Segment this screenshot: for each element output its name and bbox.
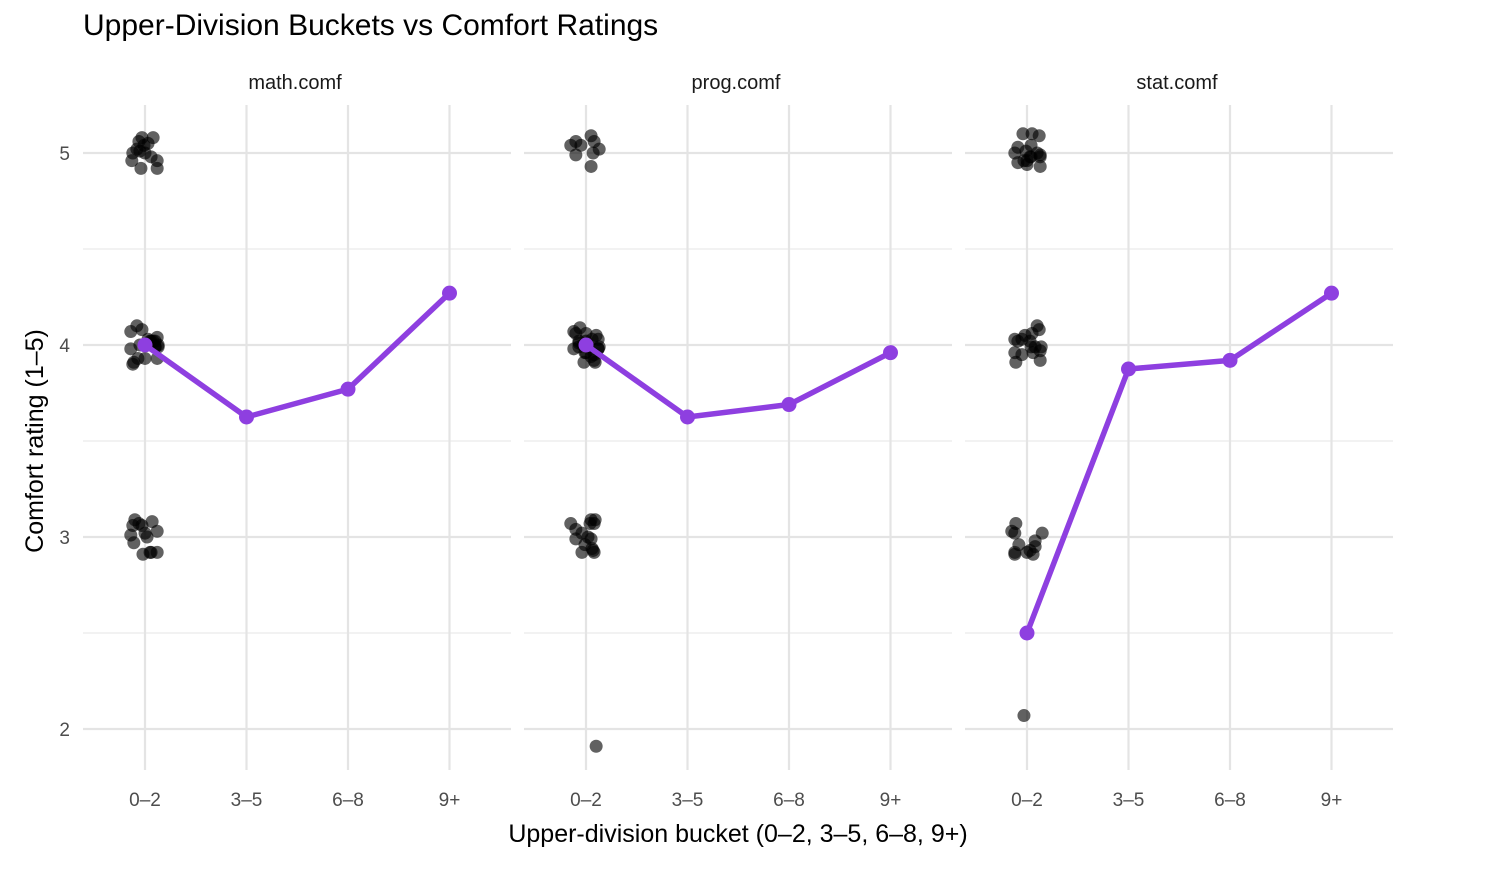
facet-panel-stat-comf: stat.comf 0–2 3–5 6–8 9+ bbox=[965, 72, 1393, 811]
data-point bbox=[1026, 346, 1040, 360]
data-point bbox=[141, 136, 155, 150]
data-point bbox=[589, 739, 603, 753]
x-tick-label: 3–5 bbox=[231, 790, 263, 811]
data-point bbox=[1025, 127, 1039, 141]
x-tick-label: 6–8 bbox=[773, 790, 805, 811]
data-point bbox=[134, 161, 148, 175]
mean-point bbox=[340, 381, 356, 397]
y-tick-label: 4 bbox=[59, 336, 70, 357]
mean-line bbox=[1024, 290, 1335, 636]
data-point bbox=[1008, 547, 1022, 561]
facet-panel-prog-comf: prog.comf 0–2 3–5 6–8 9+ bbox=[524, 72, 952, 811]
mean-point bbox=[781, 397, 797, 413]
mean-point bbox=[1222, 352, 1238, 368]
data-point bbox=[1032, 323, 1046, 337]
data-point bbox=[150, 154, 164, 168]
data-point bbox=[1008, 526, 1022, 540]
data-point bbox=[1026, 547, 1040, 561]
data-point bbox=[574, 138, 588, 152]
chart-title: Upper-Division Buckets vs Comfort Rating… bbox=[83, 9, 658, 42]
data-point bbox=[135, 323, 149, 337]
data-point bbox=[1009, 517, 1023, 531]
data-point bbox=[1016, 127, 1030, 141]
data-point bbox=[150, 330, 164, 344]
x-tick-label: 9+ bbox=[1321, 790, 1343, 811]
data-point bbox=[124, 325, 138, 339]
facet-label: prog.comf bbox=[692, 72, 781, 94]
mean-point bbox=[1324, 285, 1339, 301]
y-tick-label: 5 bbox=[59, 144, 70, 165]
x-tick-label: 0–2 bbox=[1011, 790, 1043, 811]
mean-point bbox=[578, 337, 594, 353]
facet-label: stat.comf bbox=[1136, 72, 1218, 94]
data-point bbox=[1033, 150, 1047, 164]
data-point bbox=[140, 530, 154, 544]
facet-label: math.comf bbox=[248, 72, 342, 94]
data-point bbox=[575, 526, 589, 540]
x-tick-label: 6–8 bbox=[1214, 790, 1246, 811]
data-point bbox=[150, 545, 164, 559]
data-point bbox=[588, 513, 602, 527]
y-tick-label: 2 bbox=[59, 720, 70, 741]
data-point bbox=[124, 342, 138, 356]
mean-line bbox=[142, 290, 453, 420]
data-point bbox=[145, 515, 159, 529]
x-tick-label: 9+ bbox=[439, 790, 461, 811]
x-tick-label: 3–5 bbox=[672, 790, 704, 811]
mean-point bbox=[680, 409, 695, 425]
mean-line bbox=[583, 342, 894, 420]
facet-panels: math.comf 0–2 3–5 6–8 9+ prog.comf 0–2 3–5 6–8 9+… bbox=[59, 72, 1393, 811]
x-tick-label: 9+ bbox=[880, 790, 902, 811]
x-axis-title: Upper-division bucket (0–2, 3–5, 6–8, 9+… bbox=[508, 820, 967, 848]
data-point bbox=[573, 321, 587, 335]
data-point bbox=[569, 148, 583, 162]
data-point bbox=[127, 536, 141, 550]
mean-point bbox=[137, 337, 153, 353]
data-point bbox=[1015, 348, 1029, 362]
mean-point bbox=[883, 345, 898, 361]
data-point bbox=[1017, 709, 1031, 723]
data-point bbox=[1033, 159, 1047, 173]
data-point bbox=[589, 328, 603, 342]
data-point bbox=[588, 355, 602, 369]
mean-point bbox=[239, 409, 254, 425]
data-point bbox=[133, 144, 147, 158]
y-tick-label: 3 bbox=[59, 528, 70, 549]
y-axis-title: Comfort rating (1–5) bbox=[21, 329, 49, 553]
data-point bbox=[1035, 526, 1049, 540]
mean-point bbox=[1019, 625, 1035, 641]
x-tick-label: 3–5 bbox=[1113, 790, 1145, 811]
x-tick-label: 6–8 bbox=[332, 790, 364, 811]
data-point bbox=[584, 159, 598, 173]
x-tick-label: 0–2 bbox=[129, 790, 161, 811]
data-point bbox=[592, 142, 606, 156]
x-tick-label: 0–2 bbox=[570, 790, 602, 811]
data-point bbox=[150, 524, 164, 538]
mean-point bbox=[442, 285, 457, 301]
data-point bbox=[138, 351, 152, 365]
mean-point bbox=[1121, 361, 1136, 377]
facet-panel-math-comf: math.comf 0–2 3–5 6–8 9+ bbox=[83, 72, 511, 811]
data-point bbox=[578, 538, 592, 552]
